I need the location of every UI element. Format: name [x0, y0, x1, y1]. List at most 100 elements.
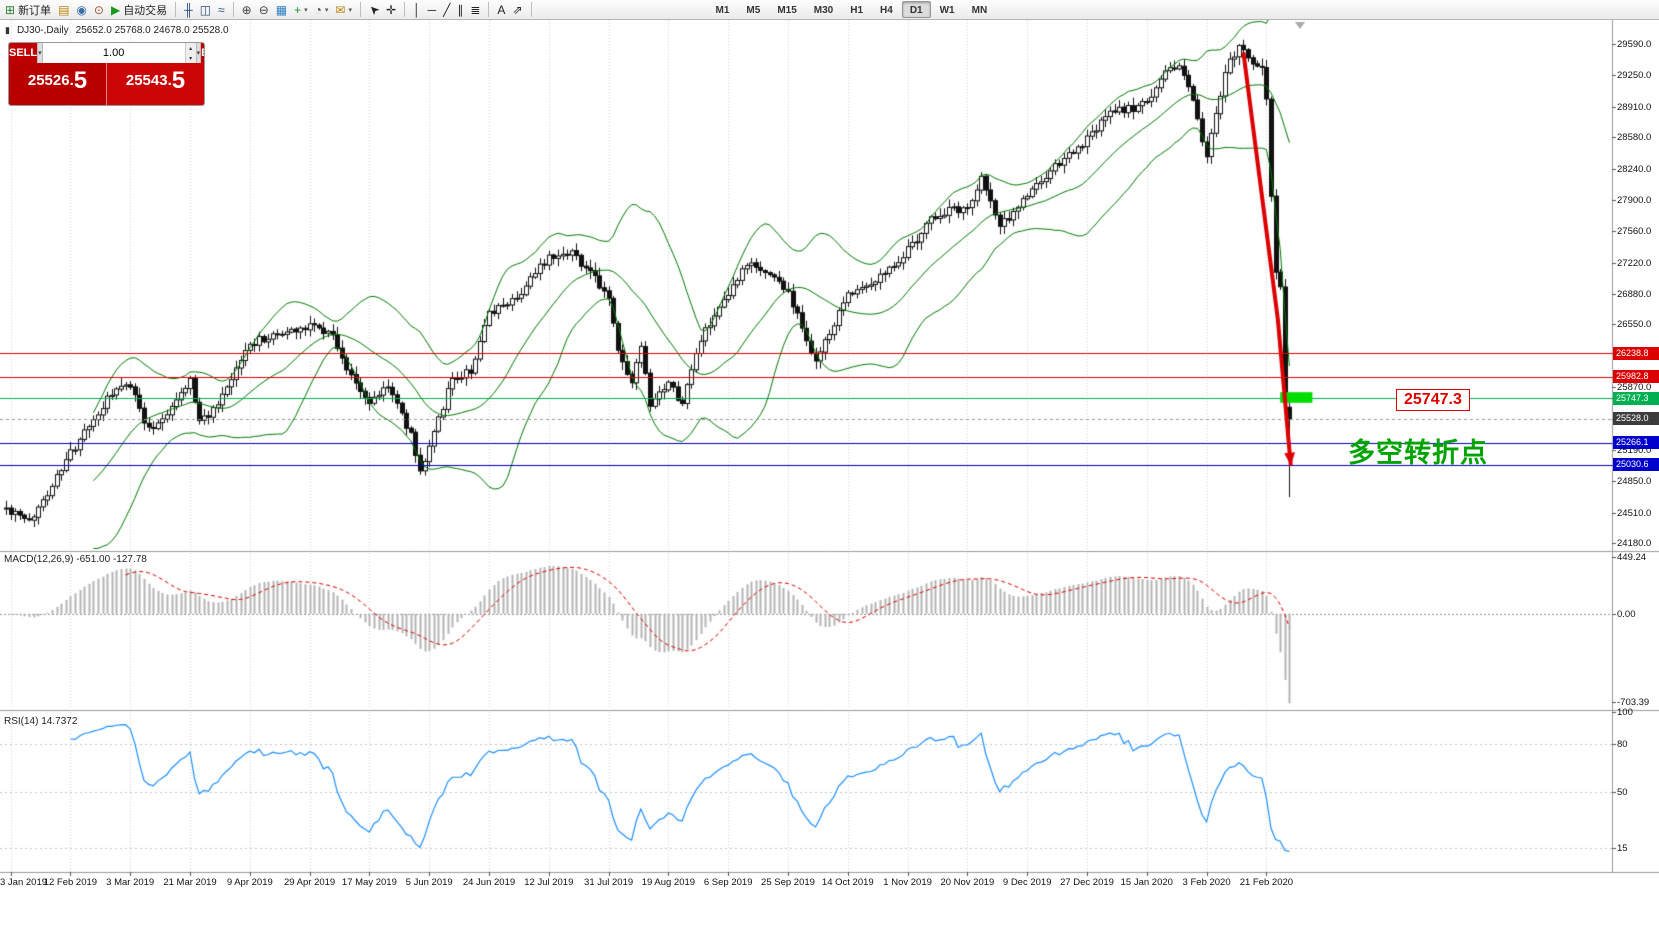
date-axis-label: 1 Nov 2019 — [883, 877, 932, 888]
sell-price[interactable]: 25526. 5 — [9, 63, 107, 105]
rsi-axis-label: 15 — [1617, 843, 1628, 854]
auto-trading-button[interactable]: ▶ 自动交易 — [108, 1, 170, 19]
chart-ohlc-values: 25652.0 25768.0 24678.0 25528.0 — [75, 25, 229, 36]
templates-caret-icon: ▾ — [348, 6, 352, 14]
price-axis-label: 27560.0 — [1617, 226, 1652, 238]
cursor-button[interactable]: ➤ — [366, 1, 383, 19]
timeframe-h1-button[interactable]: H1 — [850, 5, 864, 16]
timeframe-m1-button[interactable]: M1 — [715, 5, 730, 16]
periods-caret-icon: ▾ — [324, 6, 329, 14]
buy-price[interactable]: 25543. 5 — [107, 63, 204, 105]
price-axis-label: 25870.0 — [1617, 382, 1652, 394]
candlestick-chart-button[interactable]: ◫ — [197, 1, 214, 19]
date-axis-label: 20 Nov 2019 — [940, 877, 995, 888]
new-chart-button[interactable]: ▤ — [55, 1, 72, 19]
rsi-axis-label: 80 — [1617, 739, 1628, 750]
price-axis-label: 24850.0 — [1617, 476, 1652, 488]
volume-down-icon[interactable]: ▾ — [184, 53, 196, 63]
price-axis-label: 27220.0 — [1617, 257, 1652, 269]
date-axis-label: 24 Jun 2019 — [462, 877, 516, 888]
signals-button[interactable]: ⊙ — [91, 1, 107, 19]
turning-point-text[interactable]: 多空转折点 — [1348, 438, 1488, 468]
sell-options-caret-icon[interactable] — [37, 43, 43, 63]
sell-price-main: 25526. — [27, 72, 74, 89]
volume-input: ▴▾ — [42, 43, 196, 63]
tile-windows-icon: ▦ — [275, 2, 288, 17]
price-annotation-label[interactable]: 25747.3 — [1396, 389, 1470, 411]
line-chart-button[interactable]: ≈ — [215, 1, 228, 19]
timeframe-m15-button[interactable]: M15 — [777, 5, 797, 16]
price-axis-label: 24510.0 — [1617, 507, 1652, 519]
zoom-in-icon: ⊕ — [241, 2, 252, 17]
toolbar-separator — [530, 2, 532, 17]
volume-spinner: ▴ ▾ — [184, 43, 196, 63]
text-tool-button[interactable]: A — [494, 1, 508, 19]
price-axis-label: 26550.0 — [1617, 319, 1652, 331]
auto-trading-label: 自动交易 — [123, 4, 168, 17]
date-axis-label: 27 Dec 2019 — [1060, 877, 1114, 888]
tile-windows-button[interactable]: ▦ — [273, 1, 290, 19]
buy-button[interactable]: BUY — [201, 43, 204, 63]
timeframe-m5-button[interactable]: M5 — [746, 5, 761, 16]
volume-field[interactable] — [42, 43, 185, 63]
date-axis-label: 17 May 2019 — [341, 877, 397, 888]
templates-button[interactable]: ✉ ▾ — [332, 1, 355, 19]
periods-button[interactable]: ◔ ▾ — [312, 1, 332, 19]
line-chart-icon: ≈ — [218, 2, 225, 17]
periods-icon: ◔ — [314, 2, 322, 17]
buy-price-main: 25543. — [125, 72, 172, 89]
new-order-button[interactable]: ⊞ 新订单 — [2, 1, 54, 19]
date-axis-label: 9 Dec 2019 — [1002, 877, 1052, 888]
trendline-button[interactable]: ╱ — [440, 1, 453, 19]
sell-button[interactable]: SELL — [9, 43, 38, 63]
timeframe-w1-button[interactable]: W1 — [939, 5, 955, 16]
zoom-out-button[interactable]: ⊖ — [256, 1, 272, 19]
chart-title-bar: ▮ DJ30-,Daily 25652.0 25768.0 24678.0 25… — [5, 25, 229, 36]
macd-axis-label: 0.00 — [1617, 608, 1636, 620]
price-axis-label: 28240.0 — [1617, 163, 1652, 175]
buy-options-caret-icon[interactable] — [195, 43, 202, 63]
date-axis-label: 3 Mar 2019 — [106, 877, 155, 888]
horizontal-line-button[interactable]: ─ — [425, 1, 440, 19]
chart-title: DJ30-,Daily — [16, 25, 69, 36]
toolbar-separator — [404, 2, 406, 17]
fibonacci-icon: ≣ — [470, 2, 481, 17]
profiles-icon: ◉ — [76, 2, 87, 17]
price-axis-label: 29250.0 — [1617, 70, 1652, 82]
price-axis-label: 28910.0 — [1617, 101, 1652, 113]
crosshair-icon: ✛ — [386, 2, 397, 17]
bar-chart-icon: ╫ — [184, 2, 193, 17]
arrows-tool-button[interactable]: ⇗ — [509, 1, 525, 19]
arrows-tool-icon: ⇗ — [512, 2, 523, 17]
chart-window-icon: ▮ — [5, 25, 10, 35]
macd-axis-label: -703.39 — [1617, 696, 1650, 708]
horizontal-line-icon: ─ — [427, 2, 437, 17]
crosshair-button[interactable]: ✛ — [383, 1, 399, 19]
date-axis-label: 21 Feb 2020 — [1239, 877, 1294, 888]
timeframe-m30-button[interactable]: M30 — [813, 5, 834, 16]
date-axis-label: 12 Feb 2019 — [43, 877, 98, 888]
timeframe-d1-button[interactable]: D1 — [901, 1, 931, 18]
bar-chart-button[interactable]: ╫ — [181, 1, 196, 19]
toolbar-separator — [359, 2, 361, 17]
chart-canvas[interactable] — [0, 20, 1659, 946]
timeframe-mn-button[interactable]: MN — [971, 5, 988, 16]
price-axis-label: 27900.0 — [1617, 194, 1652, 206]
price-axis-label: 28580.0 — [1617, 132, 1652, 144]
new-order-label: 新订单 — [18, 4, 52, 17]
price-axis-label: 26880.0 — [1617, 288, 1652, 300]
timeframe-h4-button[interactable]: H4 — [880, 5, 893, 16]
vertical-line-icon: │ — [413, 2, 421, 17]
fibonacci-button[interactable]: ≣ — [467, 1, 483, 19]
vertical-line-button[interactable]: │ — [410, 1, 424, 19]
price-tag: 26238.8 — [1613, 346, 1659, 360]
toolbar-separator — [175, 2, 177, 17]
equidistant-channel-icon: ∥ — [457, 2, 464, 17]
sell-price-big: 5 — [73, 67, 88, 94]
volume-up-icon[interactable]: ▴ — [184, 43, 196, 53]
price-tag: 25266.1 — [1613, 436, 1659, 450]
zoom-in-button[interactable]: ⊕ — [239, 1, 255, 19]
equidistant-channel-button[interactable]: ∥ — [454, 1, 466, 19]
profiles-button[interactable]: ◉ — [73, 1, 89, 19]
indicators-button[interactable]: + ▾ — [291, 1, 311, 19]
